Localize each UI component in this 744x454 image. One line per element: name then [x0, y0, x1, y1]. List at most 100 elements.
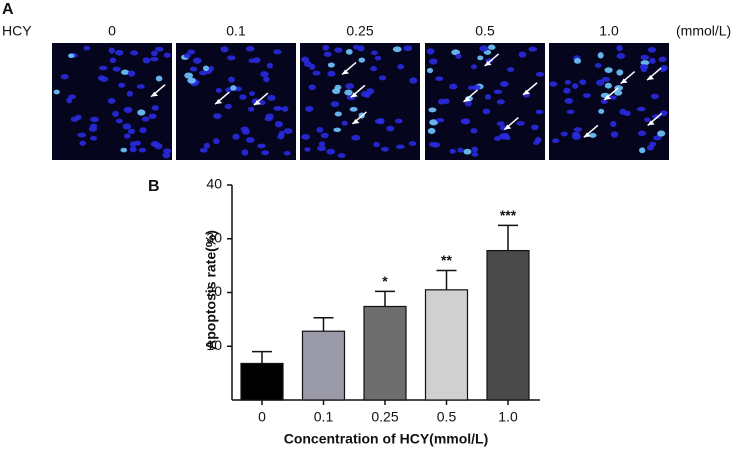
nucleus — [245, 45, 255, 52]
nucleus — [138, 147, 147, 153]
nucleus — [659, 110, 668, 117]
nucleus — [597, 52, 604, 59]
nucleus — [471, 84, 481, 91]
nucleus — [426, 67, 434, 74]
arrow-head — [647, 120, 655, 126]
nucleus — [429, 58, 438, 65]
nucleus — [455, 53, 462, 59]
nucleus — [507, 67, 515, 72]
unit-label: (mmol/L) — [676, 23, 731, 39]
nucleus — [112, 66, 121, 72]
nucleus — [123, 133, 131, 139]
nucleus — [327, 70, 336, 77]
nucleus — [600, 98, 608, 104]
column-label: 0.1 — [226, 23, 246, 39]
nucleus — [115, 49, 124, 56]
nucleus — [70, 116, 79, 122]
nucleus — [283, 151, 291, 156]
nucleus — [408, 141, 417, 146]
nucleus — [224, 103, 232, 110]
arrow-head — [350, 92, 358, 98]
nucleus — [604, 82, 612, 89]
nucleus — [199, 147, 208, 153]
nucleus — [261, 150, 270, 156]
arrow-head — [504, 124, 512, 130]
arrow-head — [484, 60, 492, 66]
nucleus — [487, 44, 496, 50]
nucleus — [154, 46, 164, 52]
nucleus — [126, 90, 133, 97]
nucleus — [273, 49, 282, 55]
nucleus — [228, 76, 235, 83]
nucleus — [215, 88, 223, 93]
column-label: 0.5 — [475, 23, 495, 39]
nucleus — [341, 120, 348, 126]
x-axis-label: Concentration of HCY(mmol/L) — [284, 431, 489, 447]
nucleus — [471, 146, 478, 153]
nucleus — [616, 69, 624, 76]
nucleus — [98, 65, 108, 71]
nucleus — [345, 83, 355, 90]
nucleus — [334, 47, 343, 53]
nucleus — [303, 60, 312, 67]
y-tick-label: 20 — [206, 283, 222, 299]
nucleus — [380, 146, 389, 152]
nucleus — [609, 95, 617, 100]
nucleus — [148, 113, 157, 119]
nucleus — [563, 87, 571, 94]
panel-a-label: A — [2, 1, 14, 18]
nucleus — [320, 132, 329, 139]
nucleus — [66, 97, 73, 104]
nucleus — [463, 148, 472, 155]
nucleus — [610, 120, 617, 128]
nucleus — [308, 84, 316, 91]
y-tick-label: 40 — [206, 176, 222, 192]
nucleus — [207, 65, 215, 72]
nucleus — [349, 106, 358, 112]
nucleus — [650, 93, 659, 100]
nucleus — [274, 121, 283, 128]
nucleus — [429, 119, 439, 126]
x-tick-label: 0.5 — [437, 409, 457, 425]
nucleus — [142, 57, 151, 64]
nucleus — [283, 128, 293, 134]
nucleus — [247, 106, 255, 112]
arrow-head — [604, 94, 612, 100]
nucleus — [426, 48, 435, 55]
nucleus — [267, 94, 276, 101]
nucleus — [327, 62, 335, 68]
nucleus — [305, 105, 314, 112]
x-tick-label: 0 — [258, 409, 266, 425]
nucleus — [154, 143, 163, 150]
nucleus — [232, 133, 240, 140]
nucleus — [601, 76, 611, 82]
nucleus — [551, 138, 560, 144]
nucleus — [386, 125, 395, 132]
column-label: 1.0 — [599, 23, 619, 39]
nucleus — [141, 116, 150, 122]
nucleus — [566, 109, 575, 115]
nucleus — [471, 152, 479, 157]
nucleus — [220, 46, 229, 53]
nucleus — [109, 57, 117, 64]
y-axis-label: Apoptosis rate(%) — [203, 230, 219, 350]
nucleus — [248, 91, 256, 96]
nucleus — [120, 69, 130, 75]
y-tick-label: 10 — [206, 337, 222, 353]
bar — [486, 249, 530, 401]
nucleus — [304, 147, 311, 152]
nucleus — [136, 84, 145, 89]
nucleus — [496, 99, 505, 105]
nucleus — [366, 88, 375, 95]
nucleus — [594, 62, 602, 68]
nucleus — [245, 137, 255, 144]
nucleus — [330, 101, 340, 107]
nucleus — [638, 130, 647, 137]
nucleus — [213, 113, 222, 119]
nucleus — [482, 108, 491, 115]
nucleus — [257, 143, 266, 149]
nucleus — [213, 138, 220, 145]
nucleus — [639, 147, 646, 154]
nucleus — [281, 106, 289, 112]
nucleus — [549, 81, 558, 87]
